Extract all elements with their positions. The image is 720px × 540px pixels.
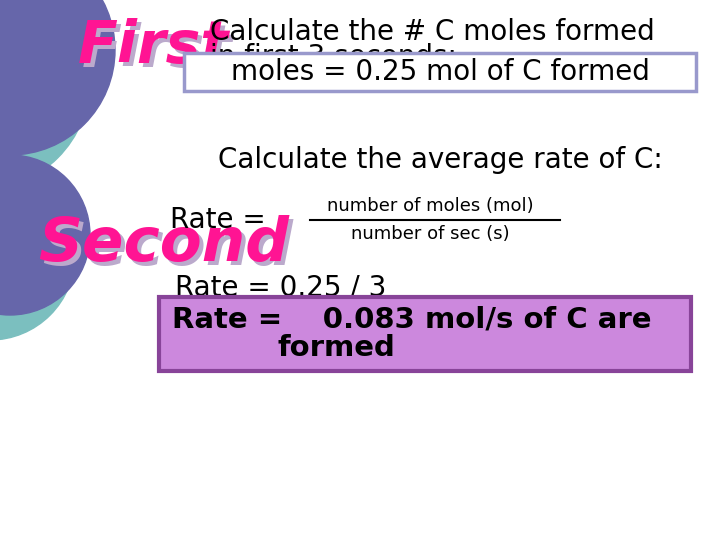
Circle shape [0, 155, 90, 315]
Circle shape [0, 0, 115, 155]
Text: Calculate the average rate of C:: Calculate the average rate of C: [217, 146, 662, 174]
Text: Rate =: Rate = [170, 206, 274, 234]
Text: Rate =    0.083 mol/s of C are: Rate = 0.083 mol/s of C are [172, 306, 652, 334]
Circle shape [0, 170, 75, 340]
Text: moles = 0.25 mol of C formed: moles = 0.25 mol of C formed [230, 58, 649, 86]
Text: Second: Second [42, 219, 293, 278]
Text: number of sec (s): number of sec (s) [351, 225, 509, 243]
Text: First: First [78, 18, 229, 76]
Circle shape [0, 0, 90, 190]
Text: Rate = 0.25 / 3: Rate = 0.25 / 3 [175, 274, 387, 302]
FancyBboxPatch shape [159, 297, 691, 371]
Text: Second: Second [38, 215, 289, 274]
Text: in first 3 seconds:: in first 3 seconds: [210, 43, 457, 71]
Text: number of moles (mol): number of moles (mol) [327, 197, 534, 215]
Text: First: First [82, 22, 233, 78]
Text: formed: formed [277, 334, 395, 362]
Text: Calculate the # C moles formed: Calculate the # C moles formed [210, 18, 654, 46]
FancyBboxPatch shape [184, 53, 696, 91]
